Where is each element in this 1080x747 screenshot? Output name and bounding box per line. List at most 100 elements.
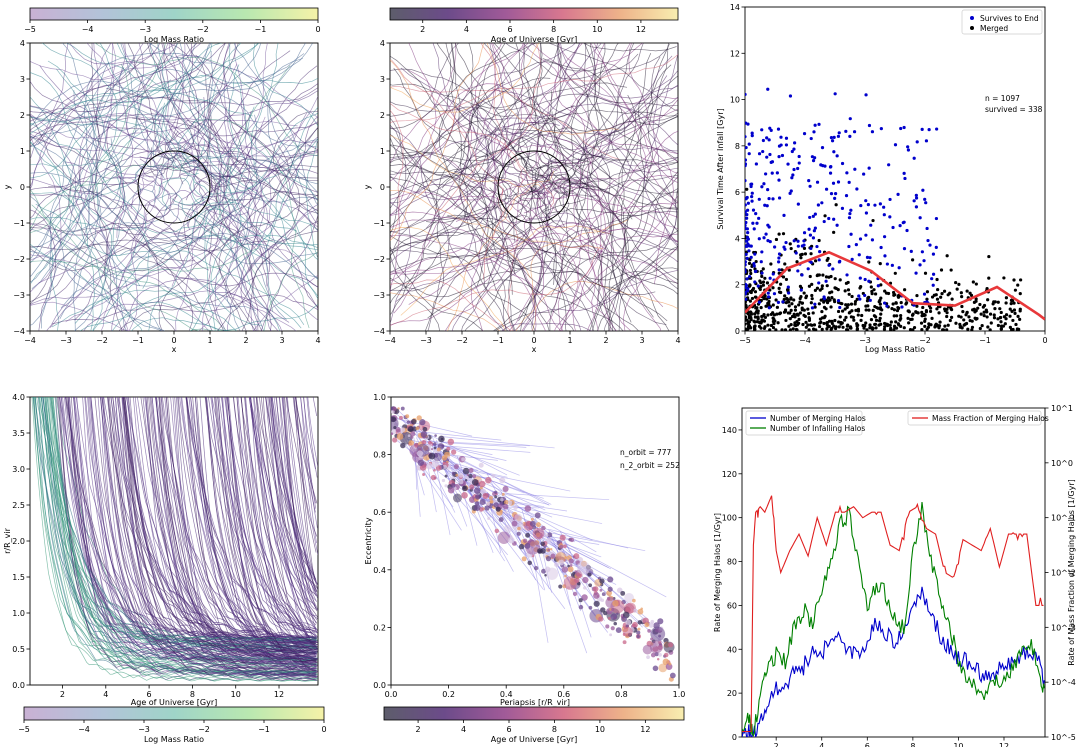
survived-point — [832, 150, 836, 154]
orbit-link — [463, 480, 514, 572]
trajectory-line — [65, 198, 253, 323]
survived-point — [827, 263, 831, 267]
merged-point — [865, 328, 869, 331]
radius-track — [306, 397, 318, 478]
trajectory-line — [445, 43, 540, 174]
y-tick-label: 4 — [20, 39, 25, 48]
trajectory-line — [30, 247, 259, 274]
merged-point — [966, 327, 970, 331]
survived-point — [767, 196, 771, 201]
trajectory-line — [495, 220, 678, 291]
merged-point — [985, 315, 989, 319]
merged-point — [825, 321, 829, 325]
orbit-point — [544, 533, 549, 538]
merged-point — [1004, 313, 1009, 317]
merged-point — [761, 283, 765, 287]
colorbar-bar — [389, 7, 679, 21]
p3-points — [745, 87, 1045, 331]
trajectory-line — [235, 112, 308, 331]
trajectory-line — [188, 328, 237, 331]
merged-point — [878, 262, 882, 266]
survived-point — [813, 123, 817, 127]
survived-point — [930, 277, 934, 281]
trajectory-line — [96, 43, 313, 142]
merged-point — [1018, 309, 1022, 313]
merged-point — [899, 316, 903, 321]
orbit-point — [637, 627, 641, 631]
trajectory-line — [395, 127, 499, 302]
orbit-point — [433, 468, 436, 472]
merged-point — [823, 214, 827, 218]
y-tick-label: 6 — [735, 188, 740, 197]
orbit-point — [422, 426, 428, 432]
survived-point — [898, 224, 902, 228]
radius-track — [160, 397, 318, 668]
survived-point — [750, 199, 754, 203]
trajectory-line — [35, 203, 305, 325]
merged-point — [877, 319, 882, 323]
orbit-point — [623, 603, 635, 614]
orbit-link — [392, 417, 473, 437]
merged-point — [788, 317, 792, 321]
trajectory-line — [486, 43, 619, 135]
trajectory-line — [603, 175, 678, 331]
merged-point — [971, 280, 975, 284]
merged-point — [795, 323, 799, 327]
survived-point — [773, 245, 777, 249]
survived-point — [777, 178, 781, 182]
orbit-point — [447, 438, 455, 446]
survived-point — [840, 206, 845, 211]
merged-point — [849, 302, 854, 306]
merged-point — [889, 320, 893, 324]
y-tick-label: −3 — [373, 291, 385, 300]
x-tick-label: 4 — [315, 336, 320, 345]
trajectory-line — [127, 43, 253, 187]
survived-point — [782, 213, 786, 217]
orbit-point — [498, 517, 504, 522]
survived-point — [811, 214, 815, 218]
colorbar-tick-label: 6 — [506, 725, 511, 734]
survived-point — [776, 127, 781, 131]
survived-point — [912, 199, 916, 203]
trajectory-line — [556, 43, 600, 285]
radius-track — [233, 397, 317, 638]
orbit-point — [446, 446, 451, 451]
trajectory-line — [475, 43, 548, 222]
merged-point — [745, 300, 747, 304]
trajectory-line — [455, 43, 509, 222]
merged-point — [1016, 314, 1020, 319]
y-tick-label: −2 — [373, 255, 385, 264]
merged-point — [907, 321, 911, 325]
merged-point — [991, 302, 995, 306]
merged-point — [957, 282, 961, 286]
orbit-point — [599, 578, 605, 584]
survived-point — [901, 221, 905, 225]
survived-point — [820, 201, 824, 205]
trajectory-line — [223, 65, 318, 272]
radius-track — [282, 397, 318, 634]
x-axis-label: Age of Universe [Gyr] — [131, 698, 217, 707]
y-tick-label: 0 — [20, 183, 25, 192]
trajectory-line — [30, 188, 228, 331]
survived-point — [800, 273, 804, 277]
orbit-point — [607, 586, 613, 592]
orbit-point — [622, 640, 627, 645]
merged-point — [752, 325, 757, 329]
survived-point — [769, 160, 773, 164]
merged-point — [1009, 302, 1013, 306]
orbit-point — [471, 478, 479, 486]
merged-point — [892, 293, 896, 297]
orbit-point — [490, 500, 493, 504]
trajectory-line — [205, 112, 318, 251]
merged-point — [838, 315, 842, 319]
merged-point — [781, 275, 786, 279]
trajectory-line — [142, 228, 247, 331]
survived-point — [771, 272, 775, 276]
survived-point — [849, 208, 853, 212]
survived-point — [833, 192, 838, 196]
merged-point — [930, 316, 934, 321]
orbit-point — [405, 414, 410, 419]
merged-point — [889, 326, 893, 330]
survived-point — [845, 171, 849, 175]
merged-point — [859, 318, 863, 322]
